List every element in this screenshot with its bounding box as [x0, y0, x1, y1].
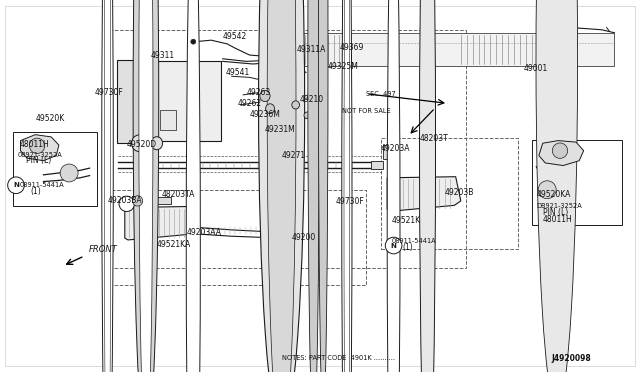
- Text: (1): (1): [31, 187, 42, 196]
- Text: 08911-5441A: 08911-5441A: [19, 182, 64, 188]
- Text: 08921-3252A: 08921-3252A: [18, 153, 63, 158]
- Text: 49311A: 49311A: [296, 45, 326, 54]
- Bar: [109, 30, 466, 268]
- Ellipse shape: [304, 112, 310, 119]
- Ellipse shape: [266, 104, 275, 113]
- Circle shape: [8, 177, 24, 193]
- Text: 49730F: 49730F: [95, 88, 124, 97]
- Polygon shape: [278, 33, 614, 66]
- Text: 49311: 49311: [151, 51, 175, 60]
- Ellipse shape: [420, 0, 435, 372]
- Text: 48011H: 48011H: [19, 140, 49, 149]
- Text: 48203TA: 48203TA: [161, 190, 195, 199]
- Ellipse shape: [151, 137, 163, 150]
- Text: 49236M: 49236M: [250, 110, 280, 119]
- Text: 49521K: 49521K: [392, 216, 421, 225]
- Circle shape: [191, 39, 196, 44]
- Text: 49520K: 49520K: [35, 114, 65, 123]
- Bar: [381, 138, 518, 249]
- Text: 49203AA: 49203AA: [187, 228, 222, 237]
- Text: SEC. 497: SEC. 497: [366, 91, 396, 97]
- Text: 49520D: 49520D: [127, 140, 157, 149]
- Circle shape: [119, 196, 134, 212]
- Text: 49542: 49542: [223, 32, 247, 41]
- Ellipse shape: [260, 90, 270, 102]
- Text: FRONT: FRONT: [88, 246, 117, 254]
- Text: 49210: 49210: [300, 95, 324, 104]
- Circle shape: [385, 237, 402, 254]
- Bar: [371, 161, 383, 169]
- Text: PIN (L): PIN (L): [26, 156, 51, 165]
- Polygon shape: [387, 177, 461, 211]
- Text: 49231M: 49231M: [265, 125, 296, 134]
- Text: 49001: 49001: [524, 64, 548, 73]
- Ellipse shape: [186, 0, 200, 372]
- Ellipse shape: [344, 0, 349, 372]
- Text: N: N: [13, 182, 19, 188]
- Ellipse shape: [104, 0, 111, 372]
- Text: 08911-5441A: 08911-5441A: [392, 238, 436, 244]
- Text: 48011H: 48011H: [543, 215, 572, 224]
- Text: 49325M: 49325M: [328, 62, 358, 71]
- Circle shape: [132, 196, 143, 206]
- Text: N: N: [390, 243, 397, 248]
- Ellipse shape: [268, 0, 296, 372]
- Text: 49271: 49271: [282, 151, 306, 160]
- Text: 49203B: 49203B: [445, 188, 474, 197]
- Text: 49520KA: 49520KA: [536, 190, 571, 199]
- Text: 49263: 49263: [246, 88, 271, 97]
- Bar: [532, 140, 622, 225]
- Bar: [155, 197, 171, 204]
- Ellipse shape: [536, 0, 577, 372]
- Ellipse shape: [139, 0, 153, 372]
- Text: 49730F: 49730F: [336, 197, 365, 206]
- Ellipse shape: [342, 0, 352, 372]
- Text: NOTES: PART CODE  4901K ..........: NOTES: PART CODE 4901K ..........: [282, 355, 395, 361]
- Ellipse shape: [133, 0, 159, 372]
- Ellipse shape: [259, 0, 305, 372]
- Text: 49541: 49541: [225, 68, 250, 77]
- Bar: [109, 190, 366, 285]
- Text: 49369: 49369: [339, 43, 364, 52]
- Polygon shape: [20, 135, 59, 161]
- Text: PIN (L): PIN (L): [543, 208, 568, 217]
- Circle shape: [538, 181, 556, 199]
- Text: 49200: 49200: [291, 233, 316, 242]
- Ellipse shape: [308, 0, 319, 372]
- Text: (1): (1): [402, 243, 413, 252]
- Circle shape: [29, 138, 45, 154]
- Circle shape: [552, 143, 568, 158]
- Polygon shape: [125, 206, 195, 240]
- Ellipse shape: [102, 0, 113, 372]
- Ellipse shape: [132, 135, 148, 152]
- Bar: [160, 110, 176, 130]
- Ellipse shape: [318, 0, 328, 372]
- Text: 49521KA: 49521KA: [157, 240, 191, 249]
- Polygon shape: [118, 61, 221, 141]
- Polygon shape: [539, 141, 584, 166]
- Text: 49203BA: 49203BA: [108, 196, 142, 205]
- Text: 49203A: 49203A: [380, 144, 410, 153]
- Text: J4920098: J4920098: [552, 355, 591, 363]
- Text: NOT FOR SALE: NOT FOR SALE: [342, 108, 391, 114]
- Ellipse shape: [387, 0, 400, 372]
- Polygon shape: [117, 60, 134, 143]
- Circle shape: [60, 164, 78, 182]
- Text: 48203T: 48203T: [419, 134, 448, 143]
- Text: 49262: 49262: [237, 99, 262, 108]
- Bar: [13, 132, 97, 206]
- Ellipse shape: [292, 101, 300, 109]
- Text: DB921-3252A: DB921-3252A: [536, 203, 582, 209]
- Bar: [383, 145, 396, 159]
